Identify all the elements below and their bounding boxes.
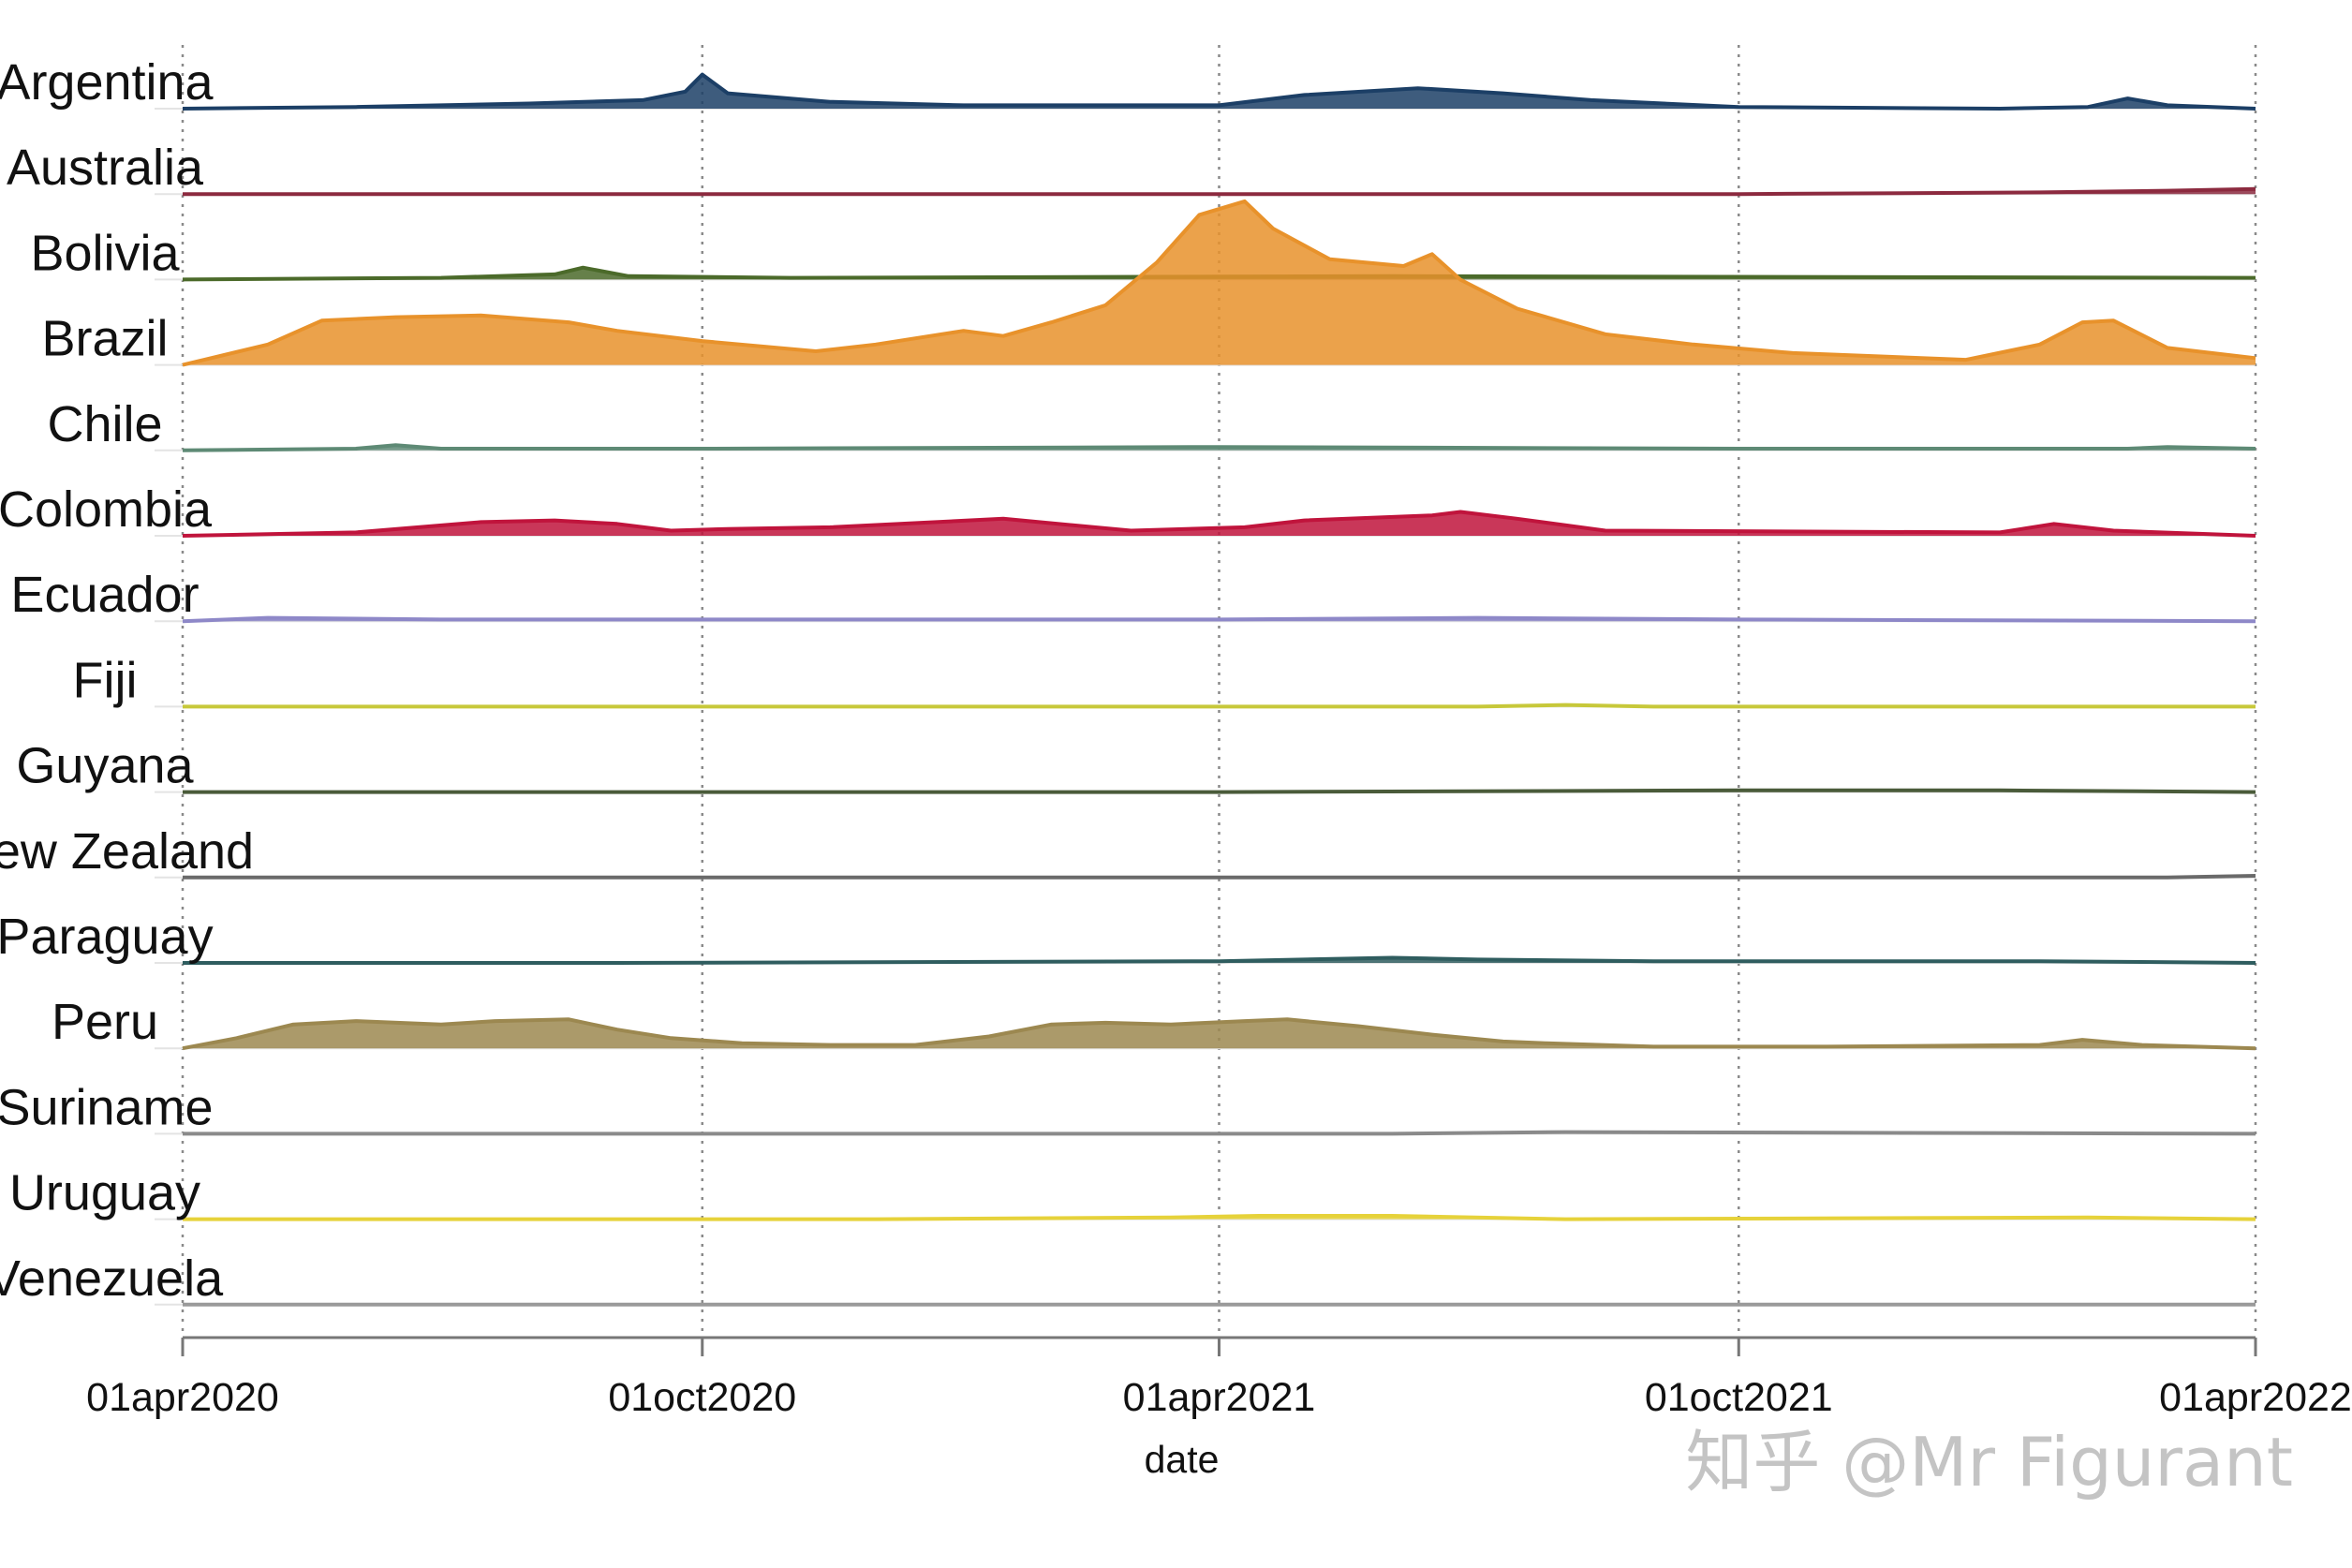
ridge-line-paraguay <box>183 955 2256 965</box>
watermark: 知乎 @Mr Figurant <box>1685 1423 2293 1501</box>
x-tick-label: 01apr2022 <box>2159 1375 2352 1420</box>
x-axis: 01apr2020 01oct2020 01apr2021 01oct2021 01ap… <box>86 1336 2352 1420</box>
country-label: Paraguay <box>0 909 214 965</box>
country-label: Colombia <box>0 481 213 538</box>
ridge-line-suriname <box>183 1130 2256 1136</box>
ridge-line-guyana <box>183 788 2256 794</box>
country-label: Bolivia <box>30 225 180 281</box>
ridge-area-brazil <box>183 200 2256 365</box>
ridge-line-fiji <box>183 703 2256 709</box>
ridge-line-chile <box>182 443 2256 452</box>
x-tick-label: 01oct2020 <box>608 1375 796 1420</box>
x-axis-title: date <box>1145 1438 1220 1481</box>
country-label: Fiji <box>73 652 138 708</box>
country-label: Uruguay <box>9 1165 200 1221</box>
country-labels: Argentina Australia Bolivia Brazil Chile Colo… <box>0 54 254 1307</box>
x-tick-label: 01oct2021 <box>1645 1375 1833 1420</box>
country-label: Brazil <box>41 311 168 367</box>
ridge-line-uruguay <box>183 1214 2256 1221</box>
country-label: Suriname <box>0 1079 214 1135</box>
ridge-area-argentina <box>183 74 2256 109</box>
country-label: Chile <box>47 396 162 452</box>
country-label: New Zealand <box>0 823 254 880</box>
ridge-line-ecuador <box>182 615 2256 624</box>
country-label: Ecuador <box>10 567 199 623</box>
ridge-line-argentina <box>182 72 2256 111</box>
x-tick-label: 01apr2020 <box>86 1375 279 1420</box>
x-tick-label: 01apr2021 <box>1123 1375 1316 1420</box>
country-label: Venezuela <box>0 1250 224 1307</box>
ridge-line-peru <box>182 1017 2256 1051</box>
country-label: Argentina <box>0 54 214 111</box>
country-label: Peru <box>52 994 158 1050</box>
ridge-line-australia <box>183 186 2256 197</box>
country-label: Australia <box>7 140 204 196</box>
country-label: Guyana <box>16 738 194 794</box>
ridge-line-brazil <box>182 199 2256 367</box>
ridge-line-colombia <box>182 510 2256 538</box>
ridge-line-new-zealand <box>183 874 2256 880</box>
ridges <box>155 72 2256 1307</box>
